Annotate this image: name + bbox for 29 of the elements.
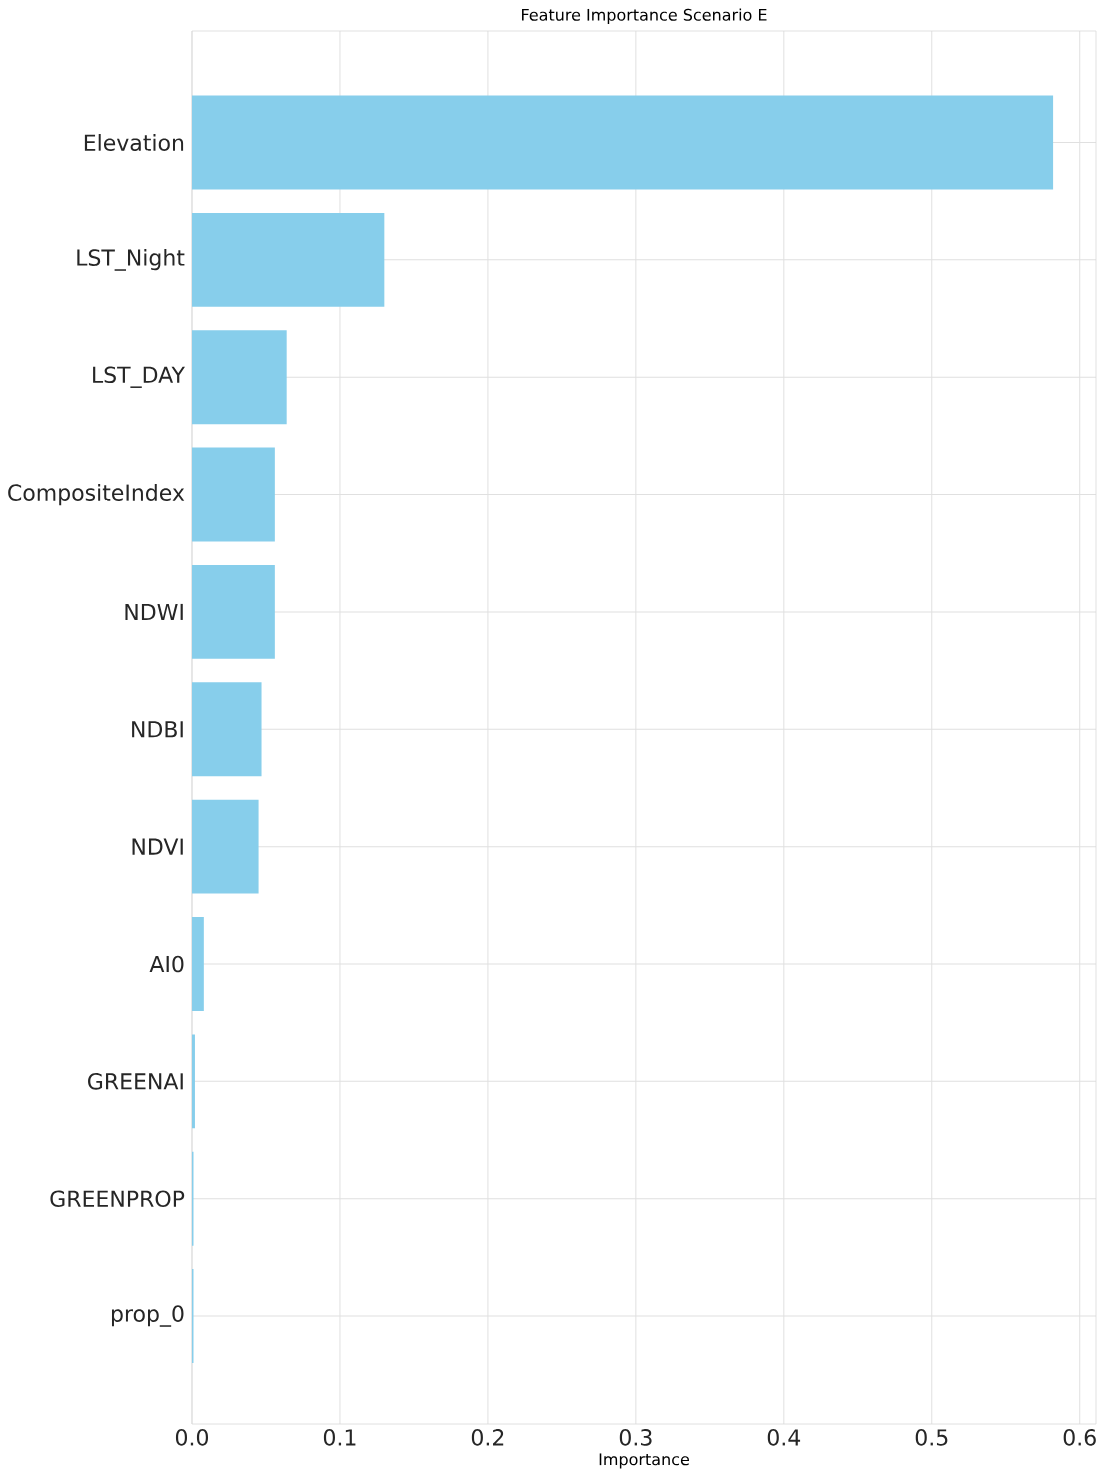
x-tick-label: 0.2 — [471, 1429, 504, 1446]
x-tick-label: 0.0 — [175, 1429, 209, 1446]
bar — [192, 917, 204, 1011]
y-tick-label: prop_0 — [111, 1305, 184, 1327]
x-tick-label: 0.4 — [767, 1429, 801, 1446]
y-tick-label: GREENPROP — [50, 1190, 185, 1208]
bar — [192, 212, 385, 307]
x-tick-label: 0.3 — [619, 1429, 652, 1446]
x-axis-title: Importance — [599, 1453, 690, 1469]
y-tick-label: LST_Night — [77, 248, 185, 271]
y-tick-label: NDBI — [132, 721, 183, 738]
bar — [192, 682, 262, 777]
bar — [192, 799, 259, 894]
bar — [192, 95, 1054, 190]
y-tick-label: CompositeIndex — [8, 483, 185, 506]
bar — [192, 330, 287, 425]
y-tick-label: AI0 — [149, 955, 184, 973]
y-tick-label: GREENAI — [88, 1073, 183, 1090]
bar — [192, 447, 275, 542]
x-tick-label: 0.5 — [915, 1429, 948, 1446]
bar — [192, 564, 275, 659]
x-tick-label: 0.1 — [323, 1429, 356, 1446]
y-tick-label: NDVI — [132, 838, 183, 855]
chart-title: Feature Importance Scenario E — [522, 8, 767, 24]
bar — [192, 1034, 195, 1129]
y-tick-label: NDWI — [125, 603, 183, 620]
y-tick-label: LST_DAY — [93, 366, 185, 388]
y-tick-label: Elevation — [84, 133, 184, 152]
x-tick-label: 0.6 — [1063, 1429, 1096, 1446]
